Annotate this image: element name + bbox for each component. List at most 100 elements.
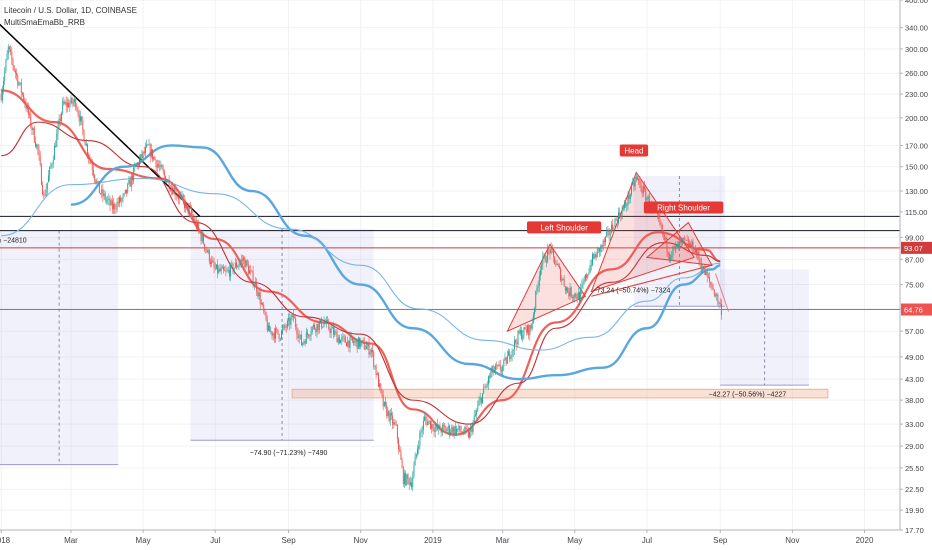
candle-body bbox=[392, 415, 394, 425]
candle-body bbox=[58, 118, 60, 126]
candle-body bbox=[602, 240, 604, 247]
candle-body bbox=[284, 325, 286, 328]
candle-body bbox=[212, 260, 214, 263]
candle-body bbox=[135, 165, 137, 167]
y-axis-panel bbox=[900, 0, 932, 550]
candle-body bbox=[200, 232, 202, 241]
candle-body bbox=[3, 81, 5, 91]
candle-body bbox=[120, 197, 122, 202]
x-tick-label: Sep bbox=[281, 536, 296, 545]
candle-body bbox=[149, 144, 151, 157]
candle-body bbox=[323, 322, 325, 327]
candle-body bbox=[497, 364, 499, 367]
pattern-label-box bbox=[526, 221, 602, 234]
candle-body bbox=[368, 343, 370, 355]
candle-body bbox=[716, 294, 718, 297]
candle-body bbox=[635, 176, 637, 181]
candle-body bbox=[96, 181, 98, 183]
candle-body bbox=[77, 110, 79, 115]
candle-body bbox=[276, 328, 278, 330]
candle-body bbox=[557, 264, 559, 266]
candle-body bbox=[484, 387, 486, 388]
y-tick-label: 43.00 bbox=[905, 375, 924, 384]
candle-body bbox=[715, 295, 716, 297]
candle-body bbox=[254, 281, 256, 285]
candle-body bbox=[57, 125, 59, 134]
candle-body bbox=[121, 198, 123, 202]
candle-body bbox=[354, 341, 356, 343]
candle-body bbox=[473, 415, 475, 422]
candle-body bbox=[146, 144, 148, 148]
candle-body bbox=[414, 456, 416, 466]
candle-body bbox=[687, 240, 689, 248]
measure-label: −70.47% −24810 bbox=[0, 238, 27, 245]
candle-body bbox=[5, 60, 7, 71]
candle-body bbox=[413, 465, 415, 477]
candle-body bbox=[44, 194, 46, 196]
candle-body bbox=[318, 322, 320, 331]
candle-body bbox=[483, 387, 485, 394]
candle-body bbox=[693, 252, 695, 253]
candle-body bbox=[342, 336, 344, 338]
candle-body bbox=[223, 267, 224, 270]
chart-grid bbox=[0, 0, 900, 531]
candle-body bbox=[486, 384, 488, 386]
candle-body bbox=[17, 75, 19, 86]
candle-body bbox=[463, 433, 465, 434]
candle-body bbox=[147, 144, 149, 146]
candle-body bbox=[217, 264, 219, 273]
candle-body bbox=[305, 332, 307, 344]
candle-body bbox=[315, 328, 317, 333]
x-tick-label: May bbox=[567, 536, 582, 545]
candle-body bbox=[165, 175, 167, 184]
candle-body bbox=[194, 220, 196, 222]
candle-body bbox=[97, 181, 99, 182]
candle-body bbox=[108, 198, 110, 200]
candle-body bbox=[26, 105, 28, 109]
candle-body bbox=[625, 203, 627, 206]
candle-body bbox=[122, 194, 124, 199]
candle-body bbox=[187, 203, 189, 213]
candle-body bbox=[548, 249, 550, 250]
candle-body bbox=[407, 474, 409, 479]
candle-body bbox=[691, 241, 693, 248]
candle-body bbox=[543, 254, 545, 257]
candle-body bbox=[383, 401, 385, 407]
candle-body bbox=[456, 428, 457, 434]
candle-body bbox=[230, 264, 232, 277]
candle-body bbox=[370, 349, 372, 353]
candle-body bbox=[201, 234, 203, 241]
candle-body bbox=[343, 336, 345, 338]
candle-body bbox=[441, 425, 443, 433]
candle-body bbox=[395, 424, 397, 426]
candle-body bbox=[328, 321, 330, 329]
x-tick-label: 2018 bbox=[0, 536, 11, 545]
candle-body bbox=[699, 259, 701, 264]
candle-body bbox=[4, 70, 6, 82]
candle-body bbox=[535, 291, 537, 309]
candle-body bbox=[362, 340, 364, 341]
candle-body bbox=[335, 331, 337, 333]
candle-body bbox=[101, 189, 103, 194]
candle-body bbox=[172, 187, 174, 195]
candle-body bbox=[710, 281, 712, 285]
candle-body bbox=[551, 246, 553, 250]
candle-body bbox=[566, 287, 567, 291]
candle-body bbox=[33, 128, 35, 143]
candle-body bbox=[271, 331, 273, 336]
candle-body bbox=[676, 243, 677, 247]
candle-body bbox=[387, 410, 389, 417]
candle-body bbox=[634, 180, 636, 187]
candle-body bbox=[587, 274, 589, 278]
candle-body bbox=[452, 427, 454, 434]
candle-body bbox=[633, 182, 635, 187]
candle-body bbox=[406, 474, 408, 485]
candle-body bbox=[581, 284, 583, 289]
candle-body bbox=[512, 349, 514, 351]
candle-body bbox=[623, 203, 625, 209]
pattern-label: Left Shoulder bbox=[540, 223, 588, 232]
candle-body bbox=[709, 277, 711, 282]
y-tick-label: 29.00 bbox=[905, 442, 924, 451]
candle-body bbox=[243, 257, 245, 261]
